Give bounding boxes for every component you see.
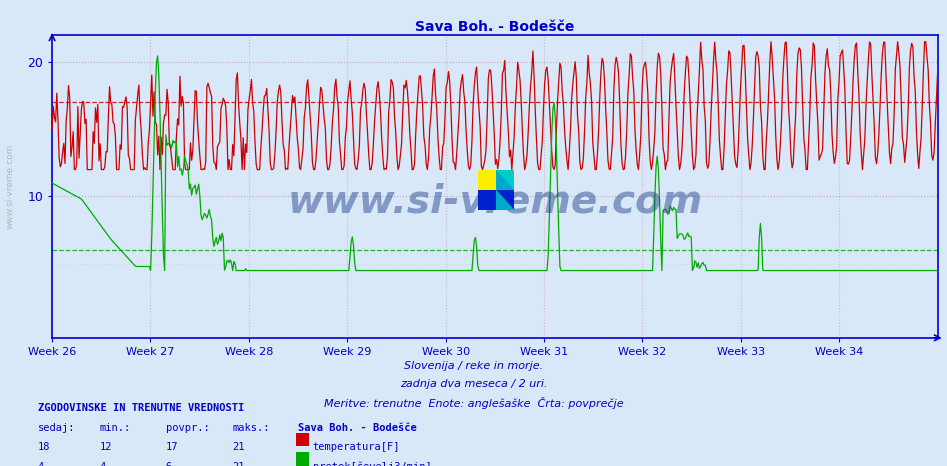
Text: ZGODOVINSKE IN TRENUTNE VREDNOSTI: ZGODOVINSKE IN TRENUTNE VREDNOSTI [38,403,244,413]
Text: 12: 12 [99,442,112,452]
Text: 21: 21 [232,442,244,452]
Text: 6: 6 [166,462,172,466]
Bar [478,170,496,190]
Text: zadnja dva meseca / 2 uri.: zadnja dva meseca / 2 uri. [400,379,547,389]
Text: 4: 4 [99,462,106,466]
Text: sedaj:: sedaj: [38,423,76,432]
Bar [496,190,514,210]
Bar [478,190,496,210]
Polygon shape [496,190,514,210]
Text: www.si-vreme.com: www.si-vreme.com [287,183,703,220]
Text: 21: 21 [232,462,244,466]
Text: pretok[čevelj3/min]: pretok[čevelj3/min] [313,462,431,466]
Text: temperatura[F]: temperatura[F] [313,442,400,452]
Text: Sava Boh. - Bodešče: Sava Boh. - Bodešče [298,423,417,432]
Title: Sava Boh. - Bodešče: Sava Boh. - Bodešče [415,20,575,34]
Text: Slovenija / reke in morje.: Slovenija / reke in morje. [404,361,543,371]
Text: povpr.:: povpr.: [166,423,209,432]
Text: 17: 17 [166,442,178,452]
Text: maks.:: maks.: [232,423,270,432]
Polygon shape [496,170,514,190]
Text: 4: 4 [38,462,45,466]
Polygon shape [496,170,514,190]
Bar [496,170,514,190]
Text: min.:: min.: [99,423,131,432]
Text: Meritve: trenutne  Enote: anglešaške  Črta: povprečje: Meritve: trenutne Enote: anglešaške Črta… [324,397,623,409]
Text: www.si-vreme.com: www.si-vreme.com [6,144,15,229]
Text: 18: 18 [38,442,50,452]
